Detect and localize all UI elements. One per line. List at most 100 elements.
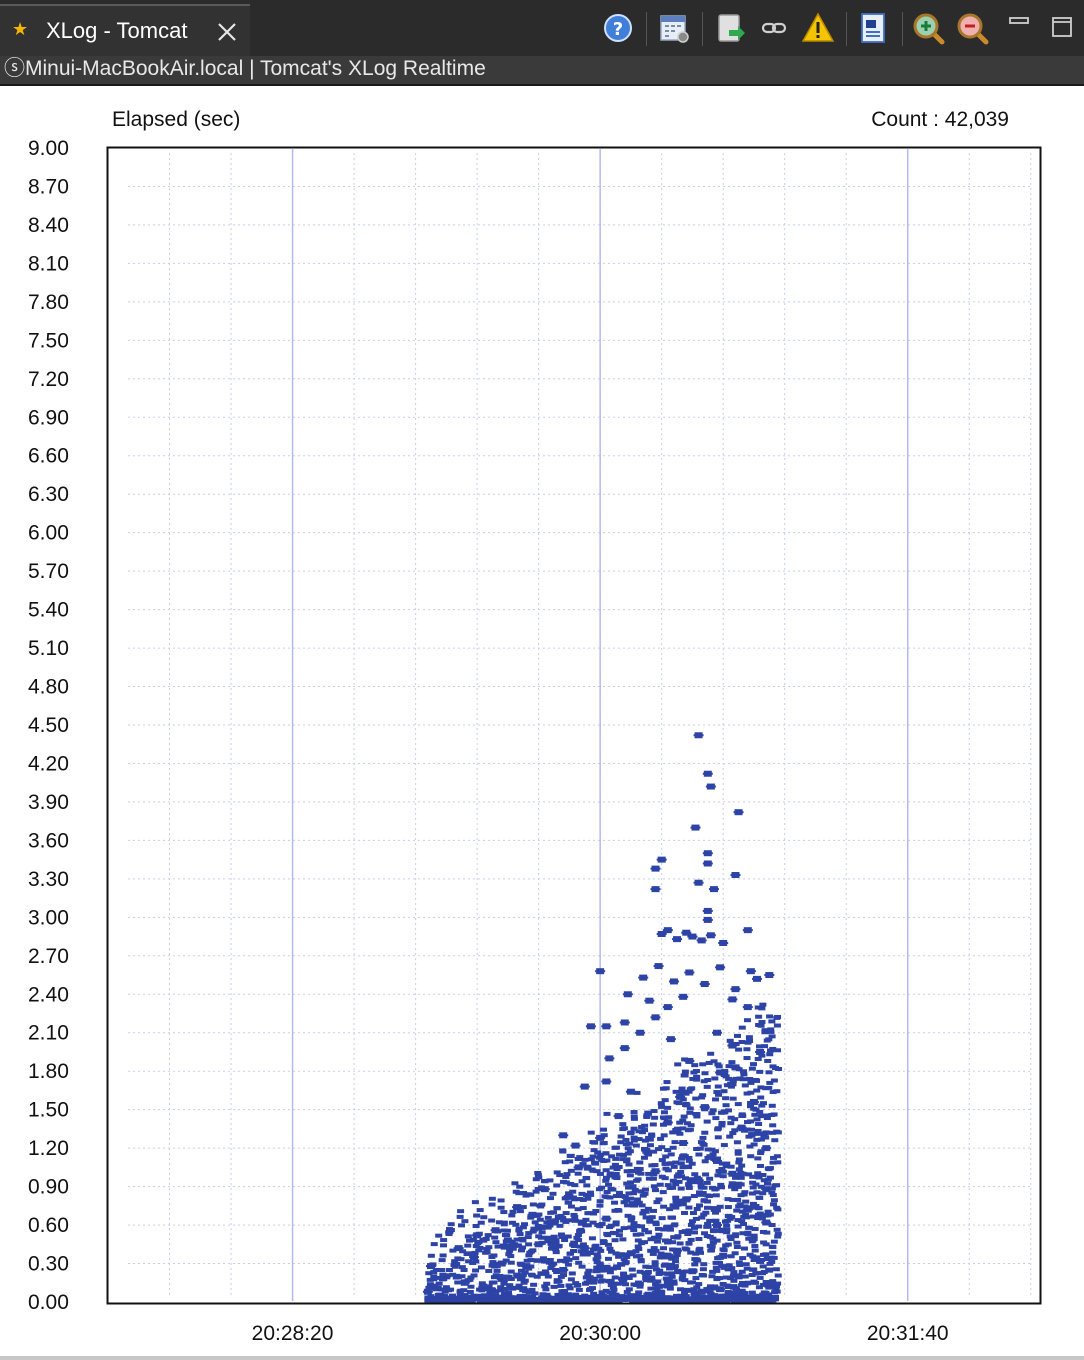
data-point-cloud — [743, 1056, 751, 1061]
xlog-scatter-chart[interactable]: 0.00 0.30 0.60 0.90 1.20 1.50 1.80 2.10 2.40 2.70… — [0, 86, 1084, 1356]
data-point-cloud — [612, 1194, 620, 1199]
data-point-cloud — [722, 1096, 730, 1101]
data-point-cloud — [741, 1204, 749, 1209]
help-icon[interactable]: ? — [598, 8, 638, 48]
data-point-cloud — [596, 1171, 604, 1176]
data-point-cloud — [737, 1175, 745, 1180]
data-point-cloud — [600, 1133, 608, 1138]
data-point-cloud — [695, 1152, 703, 1157]
data-point-cloud — [773, 1289, 781, 1294]
data-point-cloud — [445, 1267, 453, 1272]
data-point-cloud — [667, 1152, 675, 1157]
data-point — [712, 1157, 723, 1164]
data-point-cloud — [775, 1066, 783, 1071]
data-point-cloud — [494, 1229, 502, 1234]
data-point-cloud — [685, 1158, 693, 1163]
zoom-out-icon[interactable] — [952, 8, 992, 48]
data-point-cloud — [539, 1256, 547, 1261]
data-point-cloud — [613, 1264, 621, 1269]
data-point-cloud — [653, 1200, 661, 1205]
y-axis-ticks: 0.00 0.30 0.60 0.90 1.20 1.50 1.80 2.10 2.40 2.70… — [28, 137, 69, 1314]
data-point-cloud — [762, 1294, 770, 1299]
data-point-cloud — [770, 1198, 778, 1203]
data-point-cloud — [626, 1196, 634, 1201]
maximize-icon[interactable] — [1042, 8, 1082, 48]
data-point-cloud — [720, 1143, 728, 1148]
data-point-cloud — [627, 1130, 635, 1135]
data-point-cloud — [735, 1295, 743, 1300]
data-point-cloud — [765, 1298, 773, 1303]
data-point-cloud — [453, 1262, 461, 1267]
data-point — [595, 1134, 606, 1141]
data-point-cloud — [759, 1299, 767, 1304]
data-point-cloud — [465, 1259, 473, 1264]
data-point-cloud — [636, 1269, 644, 1274]
data-point — [604, 1055, 615, 1062]
data-point-cloud — [704, 1221, 712, 1226]
data-point-cloud — [620, 1152, 628, 1157]
data-point-cloud — [525, 1290, 533, 1295]
data-point-cloud — [723, 1161, 731, 1166]
data-point-cloud — [553, 1270, 561, 1275]
data-point-cloud — [516, 1184, 524, 1189]
data-point-cloud — [496, 1274, 504, 1279]
data-point-cloud — [735, 1167, 743, 1172]
data-point-cloud — [774, 1281, 782, 1286]
data-point-cloud — [575, 1238, 583, 1243]
link-icon[interactable] — [754, 8, 794, 48]
y-tick-label: 0.90 — [28, 1176, 69, 1199]
data-point-cloud — [476, 1208, 484, 1213]
data-point-cloud — [751, 1244, 759, 1249]
data-point-cloud — [758, 1020, 766, 1025]
data-point-cloud — [769, 1123, 777, 1128]
document-search-icon[interactable] — [854, 8, 894, 48]
data-point-cloud — [578, 1179, 586, 1184]
data-point-cloud — [465, 1251, 473, 1256]
data-point-cloud — [626, 1180, 634, 1185]
data-point-cloud — [629, 1299, 637, 1304]
data-point-cloud — [561, 1237, 569, 1242]
data-point-cloud — [678, 1090, 686, 1095]
data-point-cloud — [574, 1233, 582, 1238]
data-point — [672, 936, 683, 943]
data-point-cloud — [714, 1173, 722, 1178]
data-point-cloud — [625, 1162, 633, 1167]
zoom-in-icon[interactable] — [908, 8, 948, 48]
data-point-cloud — [676, 1120, 684, 1125]
data-point-cloud — [773, 1183, 781, 1188]
data-point-cloud — [772, 1267, 780, 1272]
y-tick-label: 1.20 — [28, 1137, 69, 1160]
data-point — [558, 1266, 569, 1273]
data-point-cloud — [451, 1259, 459, 1264]
data-point-cloud — [616, 1152, 624, 1157]
xlog-chart-area[interactable]: 0.00 0.30 0.60 0.90 1.20 1.50 1.80 2.10 2.40 2.70… — [0, 86, 1084, 1356]
grid — [128, 149, 1032, 1301]
data-point-cloud — [727, 1121, 735, 1126]
calendar-settings-icon[interactable] — [654, 8, 694, 48]
data-point — [595, 968, 606, 975]
export-icon[interactable] — [710, 8, 750, 48]
data-point-cloud — [680, 1153, 688, 1158]
data-point — [469, 1254, 480, 1261]
warning-icon[interactable] — [798, 8, 838, 48]
data-point-cloud — [712, 1193, 720, 1198]
data-point-cloud — [430, 1242, 438, 1247]
data-point-cloud — [769, 1245, 777, 1250]
data-point-cloud — [758, 1006, 766, 1011]
tab-xlog-tomcat[interactable]: ★ XLog - Tomcat — [0, 4, 250, 56]
data-point-cloud — [755, 1195, 763, 1200]
data-point — [730, 1064, 741, 1071]
data-point-cloud — [690, 1194, 698, 1199]
data-point-cloud — [651, 1260, 659, 1265]
data-point-cloud — [611, 1275, 619, 1280]
data-point-cloud — [621, 1261, 629, 1266]
data-point-cloud — [693, 1074, 701, 1079]
data-point-cloud — [615, 1208, 623, 1213]
data-point-cloud — [600, 1141, 608, 1146]
data-point-cloud — [513, 1237, 521, 1242]
data-point-cloud — [584, 1223, 592, 1228]
close-icon[interactable] — [214, 19, 240, 45]
data-point-cloud — [459, 1249, 467, 1254]
minimize-icon[interactable] — [1002, 8, 1042, 48]
data-point-cloud — [564, 1194, 572, 1199]
